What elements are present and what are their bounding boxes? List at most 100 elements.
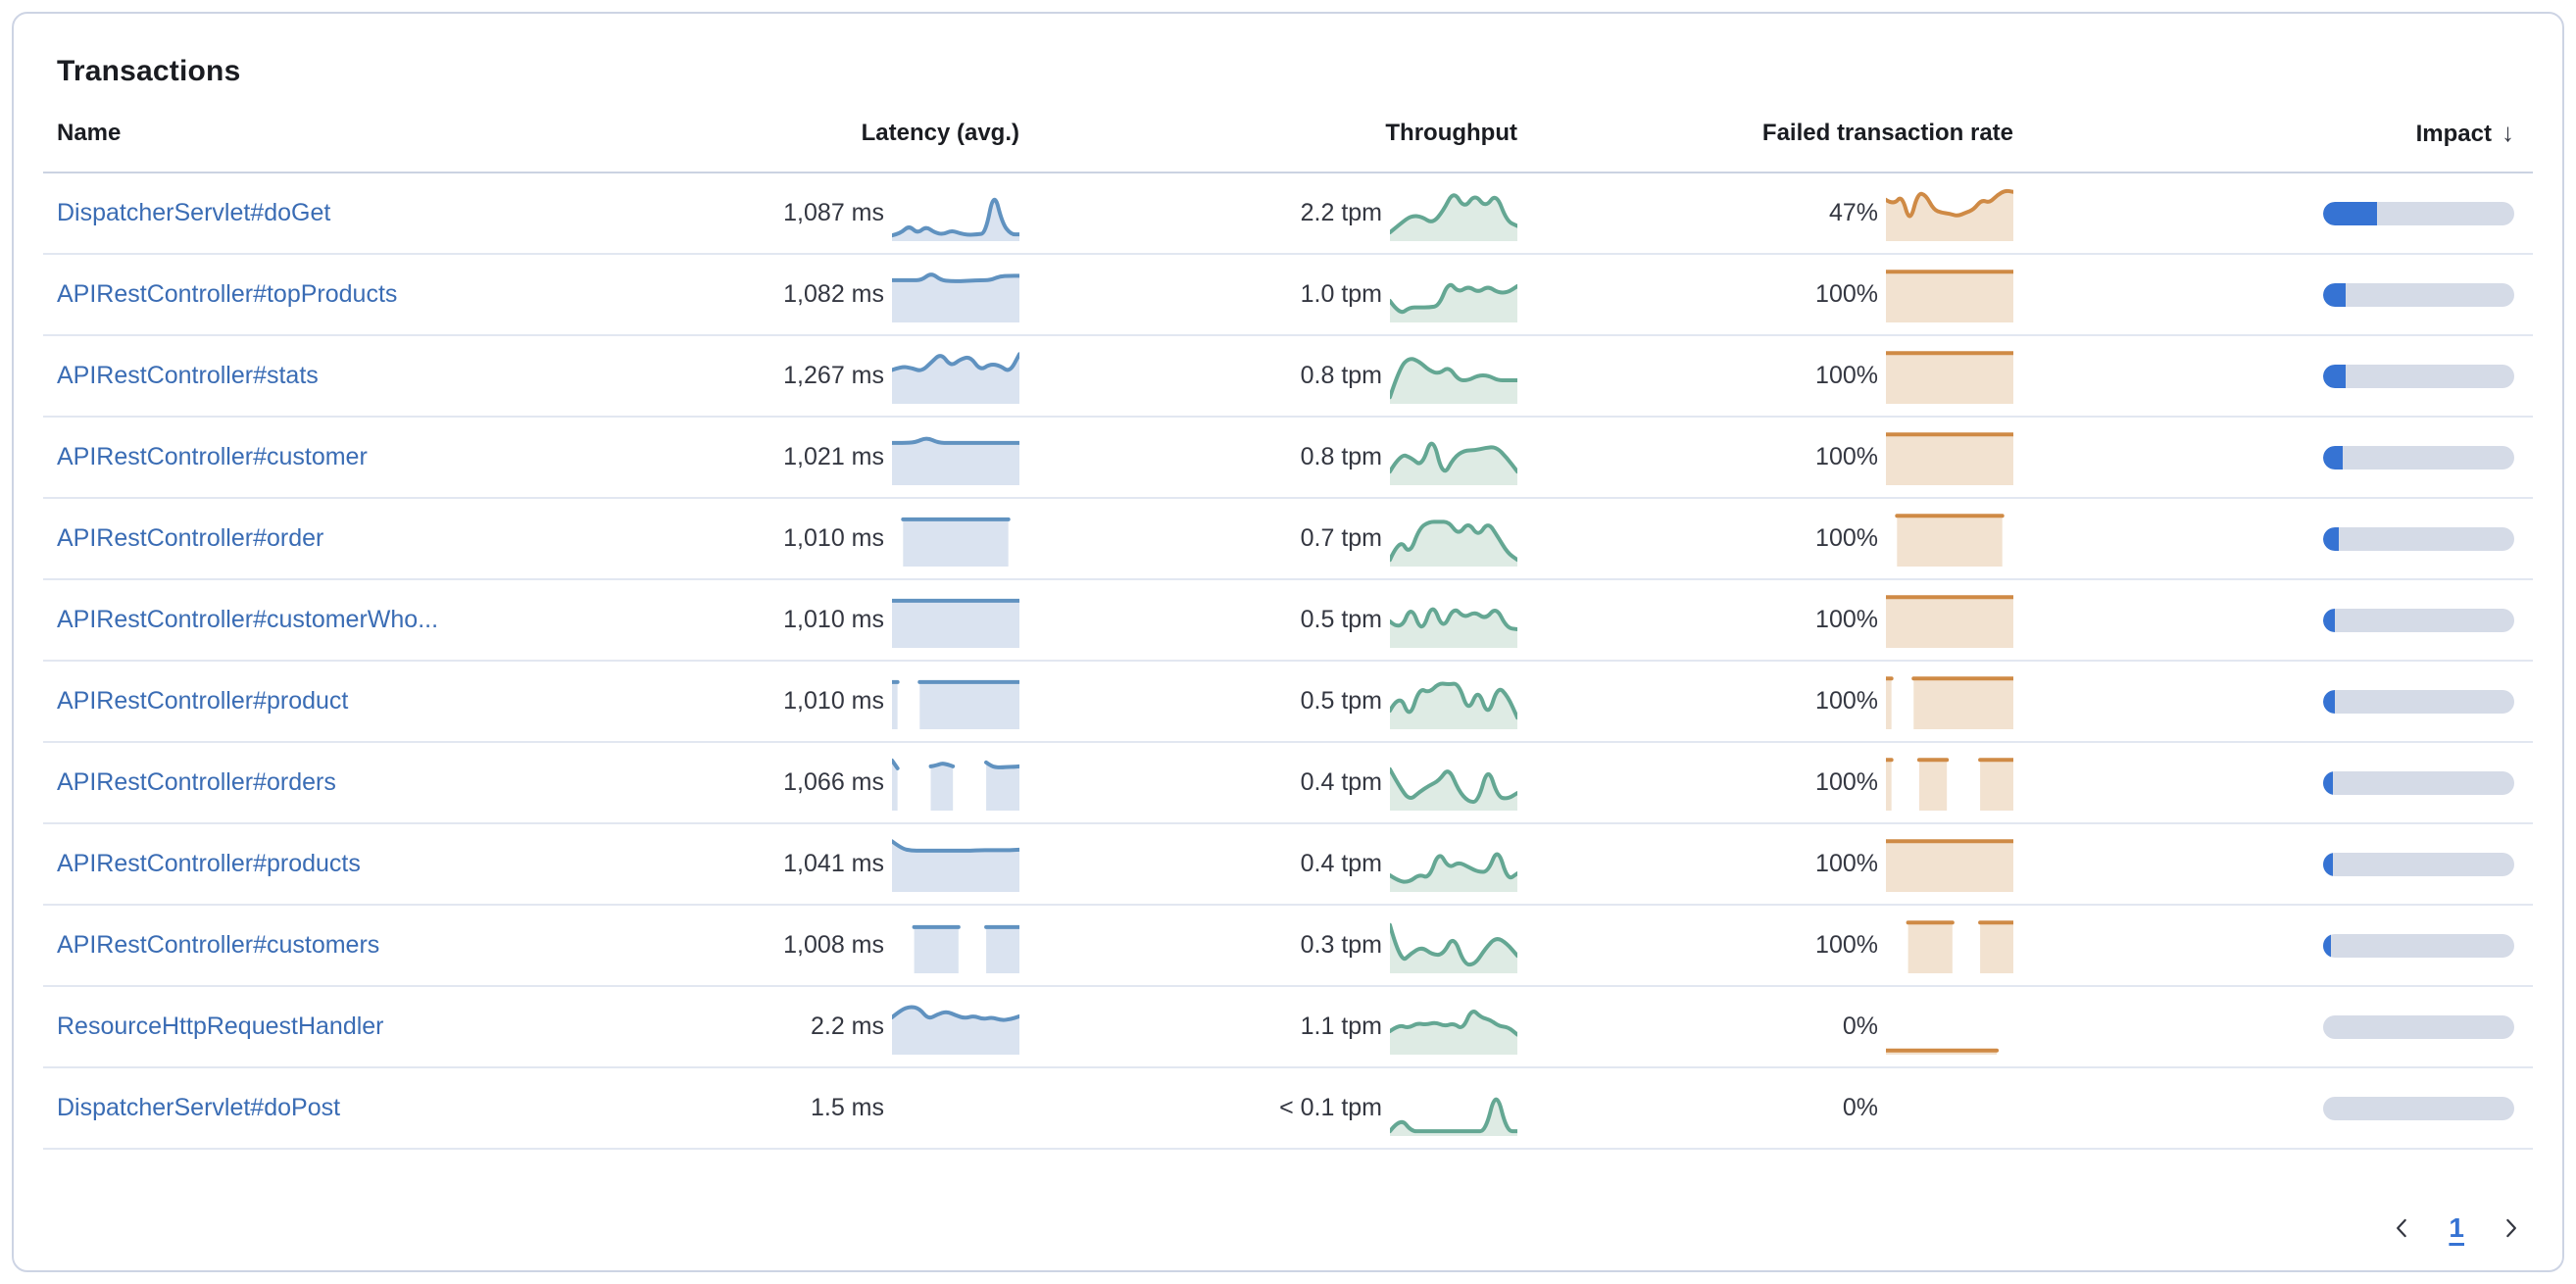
table-row: APIRestController#order 1,010 ms 0.7 tpm… — [43, 498, 2533, 580]
throughput-value: 0.7 tpm — [1300, 524, 1382, 552]
next-page-button[interactable] — [2494, 1211, 2527, 1245]
column-header-failed-rate[interactable]: Failed transaction rate — [1517, 108, 2013, 173]
failed-rate-value: 100% — [1815, 362, 1878, 389]
impact-bar-track — [2323, 608, 2514, 632]
failed-rate-value: 100% — [1815, 768, 1878, 796]
throughput-value: < 0.1 tpm — [1279, 1094, 1382, 1121]
throughput-value: 1.1 tpm — [1300, 1012, 1382, 1040]
failed-rate-value: 100% — [1815, 606, 1878, 633]
failed-rate-value: 0% — [1842, 1094, 1878, 1121]
table-row: APIRestController#customer 1,021 ms 0.8 … — [43, 417, 2533, 499]
transaction-name-link[interactable]: APIRestController#orders — [57, 768, 336, 796]
column-header-impact[interactable]: Impact ↓ — [2013, 108, 2533, 173]
latency-sparkline — [892, 512, 1019, 567]
transaction-name-link[interactable]: APIRestController#stats — [57, 362, 319, 389]
failed-rate-sparkline — [1886, 349, 2013, 404]
throughput-sparkline — [1390, 430, 1517, 485]
column-header-name[interactable]: Name — [43, 108, 690, 173]
failed-rate-value: 100% — [1815, 931, 1878, 959]
latency-value: 1,010 ms — [783, 524, 884, 552]
latency-sparkline — [892, 1000, 1019, 1055]
latency-sparkline — [892, 918, 1019, 973]
impact-bar-fill — [2323, 282, 2347, 307]
impact-bar-track — [2323, 933, 2514, 958]
impact-bar-track — [2323, 445, 2514, 469]
impact-bar-fill — [2323, 526, 2339, 551]
failed-rate-value: 100% — [1815, 850, 1878, 877]
transaction-name-link[interactable]: APIRestController#customers — [57, 931, 380, 959]
transaction-name-link[interactable]: APIRestController#product — [57, 687, 349, 715]
throughput-sparkline — [1390, 1081, 1517, 1136]
throughput-sparkline — [1390, 186, 1517, 241]
impact-bar-fill — [2323, 364, 2347, 388]
transaction-name-link[interactable]: APIRestController#order — [57, 524, 324, 552]
transaction-name-link[interactable]: ResourceHttpRequestHandler — [57, 1012, 384, 1040]
latency-sparkline — [892, 837, 1019, 892]
latency-value: 1,087 ms — [783, 199, 884, 226]
latency-value: 2.2 ms — [810, 1012, 884, 1040]
table-row: APIRestController#customers 1,008 ms 0.3… — [43, 905, 2533, 987]
latency-sparkline — [892, 593, 1019, 648]
column-header-throughput[interactable]: Throughput — [1019, 108, 1517, 173]
throughput-value: 1.0 tpm — [1300, 280, 1382, 308]
impact-bar-fill — [2323, 852, 2333, 876]
table-header-row: Name Latency (avg.) Throughput Failed tr… — [43, 108, 2533, 173]
impact-bar-fill — [2323, 933, 2331, 958]
transaction-name-link[interactable]: APIRestController#customerWho... — [57, 606, 439, 633]
latency-value: 1.5 ms — [810, 1094, 884, 1121]
failed-rate-sparkline — [1886, 837, 2013, 892]
latency-sparkline — [892, 430, 1019, 485]
table-row: APIRestController#customerWho... 1,010 m… — [43, 579, 2533, 662]
throughput-value: 0.5 tpm — [1300, 687, 1382, 715]
latency-value: 1,010 ms — [783, 606, 884, 633]
page-number-1[interactable]: 1 — [2449, 1212, 2464, 1243]
failed-rate-sparkline — [1886, 593, 2013, 648]
throughput-sparkline — [1390, 756, 1517, 811]
failed-rate-value: 47% — [1828, 199, 1878, 226]
latency-sparkline — [892, 349, 1019, 404]
failed-rate-value: 100% — [1815, 280, 1878, 308]
sort-descending-icon: ↓ — [2502, 118, 2514, 147]
impact-bar-track — [2323, 364, 2514, 388]
transactions-table-body: DispatcherServlet#doGet 1,087 ms 2.2 tpm… — [43, 173, 2533, 1150]
table-row: APIRestController#products 1,041 ms 0.4 … — [43, 823, 2533, 906]
panel-title: Transactions — [57, 55, 241, 87]
impact-bar-track — [2323, 1096, 2514, 1120]
impact-bar-track — [2323, 770, 2514, 795]
impact-bar-fill — [2323, 445, 2343, 469]
throughput-sparkline — [1390, 1000, 1517, 1055]
impact-bar-track — [2323, 282, 2514, 307]
failed-rate-sparkline — [1886, 430, 2013, 485]
failed-rate-value: 0% — [1842, 1012, 1878, 1040]
transaction-name-link[interactable]: APIRestController#topProducts — [57, 280, 398, 308]
latency-sparkline — [892, 674, 1019, 729]
chevron-left-icon — [2397, 1218, 2407, 1238]
transaction-name-link[interactable]: APIRestController#customer — [57, 443, 368, 470]
latency-sparkline — [892, 268, 1019, 322]
throughput-sparkline — [1390, 918, 1517, 973]
previous-page-button[interactable] — [2386, 1211, 2419, 1245]
throughput-value: 0.5 tpm — [1300, 606, 1382, 633]
failed-rate-sparkline — [1886, 674, 2013, 729]
failed-rate-sparkline — [1886, 186, 2013, 241]
impact-bar-fill — [2323, 689, 2335, 714]
impact-bar-track — [2323, 526, 2514, 551]
impact-bar-fill — [2323, 201, 2377, 225]
transaction-name-link[interactable]: DispatcherServlet#doGet — [57, 199, 331, 226]
throughput-sparkline — [1390, 837, 1517, 892]
table-row: APIRestController#product 1,010 ms 0.5 t… — [43, 661, 2533, 743]
table-row: ResourceHttpRequestHandler 2.2 ms 1.1 tp… — [43, 986, 2533, 1068]
throughput-value: 2.2 tpm — [1300, 199, 1382, 226]
throughput-sparkline — [1390, 349, 1517, 404]
transaction-name-link[interactable]: DispatcherServlet#doPost — [57, 1094, 341, 1121]
table-row: APIRestController#stats 1,267 ms 0.8 tpm… — [43, 335, 2533, 418]
latency-value: 1,066 ms — [783, 768, 884, 796]
throughput-value: 0.4 tpm — [1300, 768, 1382, 796]
pagination: 1 — [43, 1190, 2533, 1270]
impact-bar-fill — [2323, 608, 2335, 632]
column-header-latency[interactable]: Latency (avg.) — [690, 108, 1019, 173]
chevron-right-icon — [2506, 1218, 2516, 1238]
impact-bar-fill — [2323, 770, 2333, 795]
throughput-sparkline — [1390, 593, 1517, 648]
transaction-name-link[interactable]: APIRestController#products — [57, 850, 361, 877]
